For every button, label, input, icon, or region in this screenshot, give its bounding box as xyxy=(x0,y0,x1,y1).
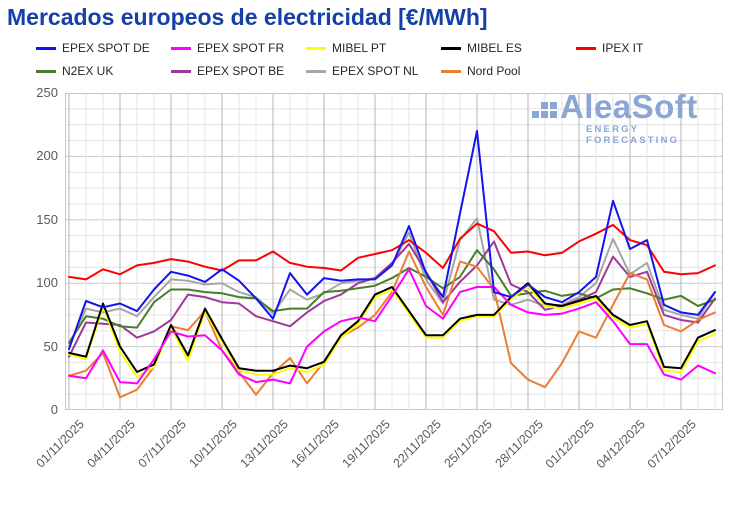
legend-label: EPEX SPOT FR xyxy=(197,41,285,55)
legend-item-epex-spot-fr: EPEX SPOT FR xyxy=(171,41,306,55)
series-line-mibel-es xyxy=(68,282,716,373)
series-line-epex-spot-fr xyxy=(68,268,716,385)
legend-item-ipex-it: IPEX IT xyxy=(576,41,711,55)
legend-swatch-mibel-pt xyxy=(306,46,326,50)
series-line-n2ex-uk xyxy=(68,249,716,344)
y-axis-label: 100 xyxy=(36,275,58,291)
legend-item-epex-spot-be: EPEX SPOT BE xyxy=(171,64,306,78)
y-axis-label: 150 xyxy=(36,211,58,227)
legend-label: MIBEL ES xyxy=(467,41,522,55)
legend-label: EPEX SPOT NL xyxy=(332,64,419,78)
legend-item-mibel-es: MIBEL ES xyxy=(441,41,576,55)
y-axis-label: 0 xyxy=(50,402,58,417)
series-line-mibel-pt xyxy=(68,284,716,378)
legend-swatch-epex-spot-nl xyxy=(306,69,326,73)
legend-item-epex-spot-de: EPEX SPOT DE xyxy=(36,41,171,55)
y-axis-label: 50 xyxy=(43,338,58,354)
legend-label: MIBEL PT xyxy=(332,41,387,55)
legend-swatch-mibel-es xyxy=(441,46,461,50)
legend-label: EPEX SPOT BE xyxy=(197,64,285,78)
y-axis-label: 250 xyxy=(36,85,58,100)
legend-swatch-epex-spot-de xyxy=(36,46,56,50)
x-axis-label: 01/11/2025 xyxy=(33,417,87,471)
chart-legend: EPEX SPOT DE EPEX SPOT FR MIBEL PT MIBEL ES… xyxy=(36,41,724,78)
legend-swatch-epex-spot-be xyxy=(171,69,191,73)
legend-label: N2EX UK xyxy=(62,64,114,78)
legend-label: IPEX IT xyxy=(602,41,644,55)
legend-item-nord-pool: Nord Pool xyxy=(441,64,576,78)
series-line-epex-spot-de xyxy=(68,130,716,351)
y-axis-label: 200 xyxy=(36,148,58,164)
legend-label: Nord Pool xyxy=(467,64,521,78)
legend-item-n2ex-uk: N2EX UK xyxy=(36,64,171,78)
plot-area xyxy=(65,93,723,410)
legend-swatch-epex-spot-fr xyxy=(171,46,191,50)
legend-item-epex-spot-nl: EPEX SPOT NL xyxy=(306,64,441,78)
plot-svg xyxy=(65,93,723,410)
legend-swatch-n2ex-uk xyxy=(36,69,56,73)
legend-item-mibel-pt: MIBEL PT xyxy=(306,41,441,55)
legend-label: EPEX SPOT DE xyxy=(62,41,150,55)
chart-title: Mercados europeos de electricidad [€/MWh… xyxy=(7,4,488,30)
legend-swatch-nord-pool xyxy=(441,69,461,73)
legend-swatch-ipex-it xyxy=(576,46,596,50)
